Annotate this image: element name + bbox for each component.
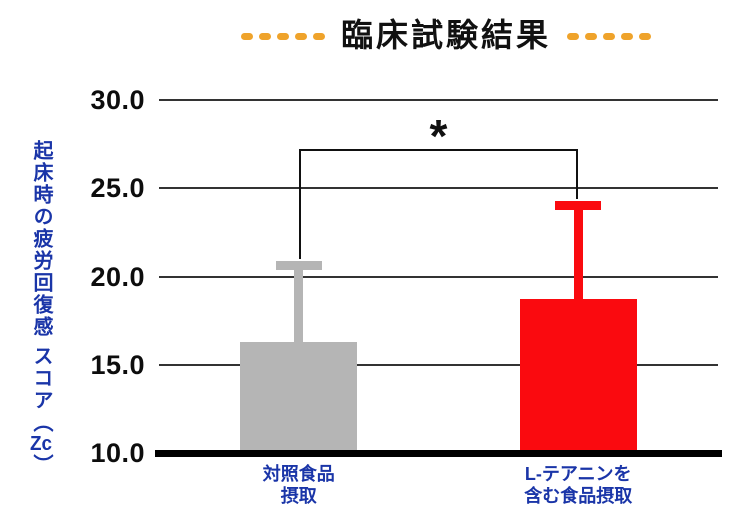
error-bar-stem-control-food <box>294 265 304 342</box>
chart-title: 臨床試験結果 <box>340 17 551 54</box>
orange-dash-icon <box>240 32 253 40</box>
gridline-15.0 <box>159 363 718 366</box>
orange-dash-icon <box>567 32 579 40</box>
y-tick-label: 20.0 <box>90 261 145 292</box>
y-tick-label: 10.0 <box>90 438 145 468</box>
y-axis-unit-paren-open: （ <box>30 411 52 434</box>
bar-control-food <box>240 341 358 453</box>
title-decoration-left-dashes <box>240 32 325 40</box>
orange-dash-icon <box>621 32 633 40</box>
gridline-20.0 <box>159 275 718 278</box>
y-axis-unit-paren-close: ） <box>30 453 52 476</box>
orange-dash-icon <box>585 32 597 40</box>
y-axis-unit: Zc <box>30 433 52 454</box>
title-row: 臨床試験結果 <box>140 14 750 58</box>
y-axis-title-text: 起床時の疲労回復感 スコア <box>30 140 52 412</box>
y-tick-label: 30.0 <box>90 85 145 115</box>
category-label-l-theanine-food: L-テアニンを 含む食品摂取 <box>524 464 633 506</box>
category-label-control-food: 対照食品 摂取 <box>262 464 335 506</box>
significance-bracket-right <box>576 149 579 200</box>
error-bar-cap-l-theanine-food <box>555 201 602 211</box>
orange-dash-icon <box>276 32 289 40</box>
y-tick-label: 25.0 <box>90 173 145 204</box>
y-axis-title: 起床時の疲労回復感 スコア（Zc） <box>24 140 58 476</box>
title-decoration-right-dashes <box>567 32 651 40</box>
orange-dash-icon <box>603 32 615 40</box>
gridline-25.0 <box>159 187 718 190</box>
error-bar-stem-l-theanine-food <box>573 205 583 300</box>
significance-asterisk: * <box>429 110 448 163</box>
orange-dash-icon <box>312 32 325 40</box>
y-tick-label: 15.0 <box>90 349 145 380</box>
orange-dash-icon <box>258 32 271 40</box>
bar-l-theanine-food <box>519 299 637 453</box>
gridline-30.0 <box>159 99 718 101</box>
orange-dash-icon <box>639 32 651 40</box>
x-axis-line <box>155 449 722 457</box>
significance-bracket-top <box>298 149 579 152</box>
orange-dash-icon <box>294 32 307 40</box>
error-bar-cap-control-food <box>275 261 322 271</box>
significance-bracket-left <box>298 149 301 260</box>
